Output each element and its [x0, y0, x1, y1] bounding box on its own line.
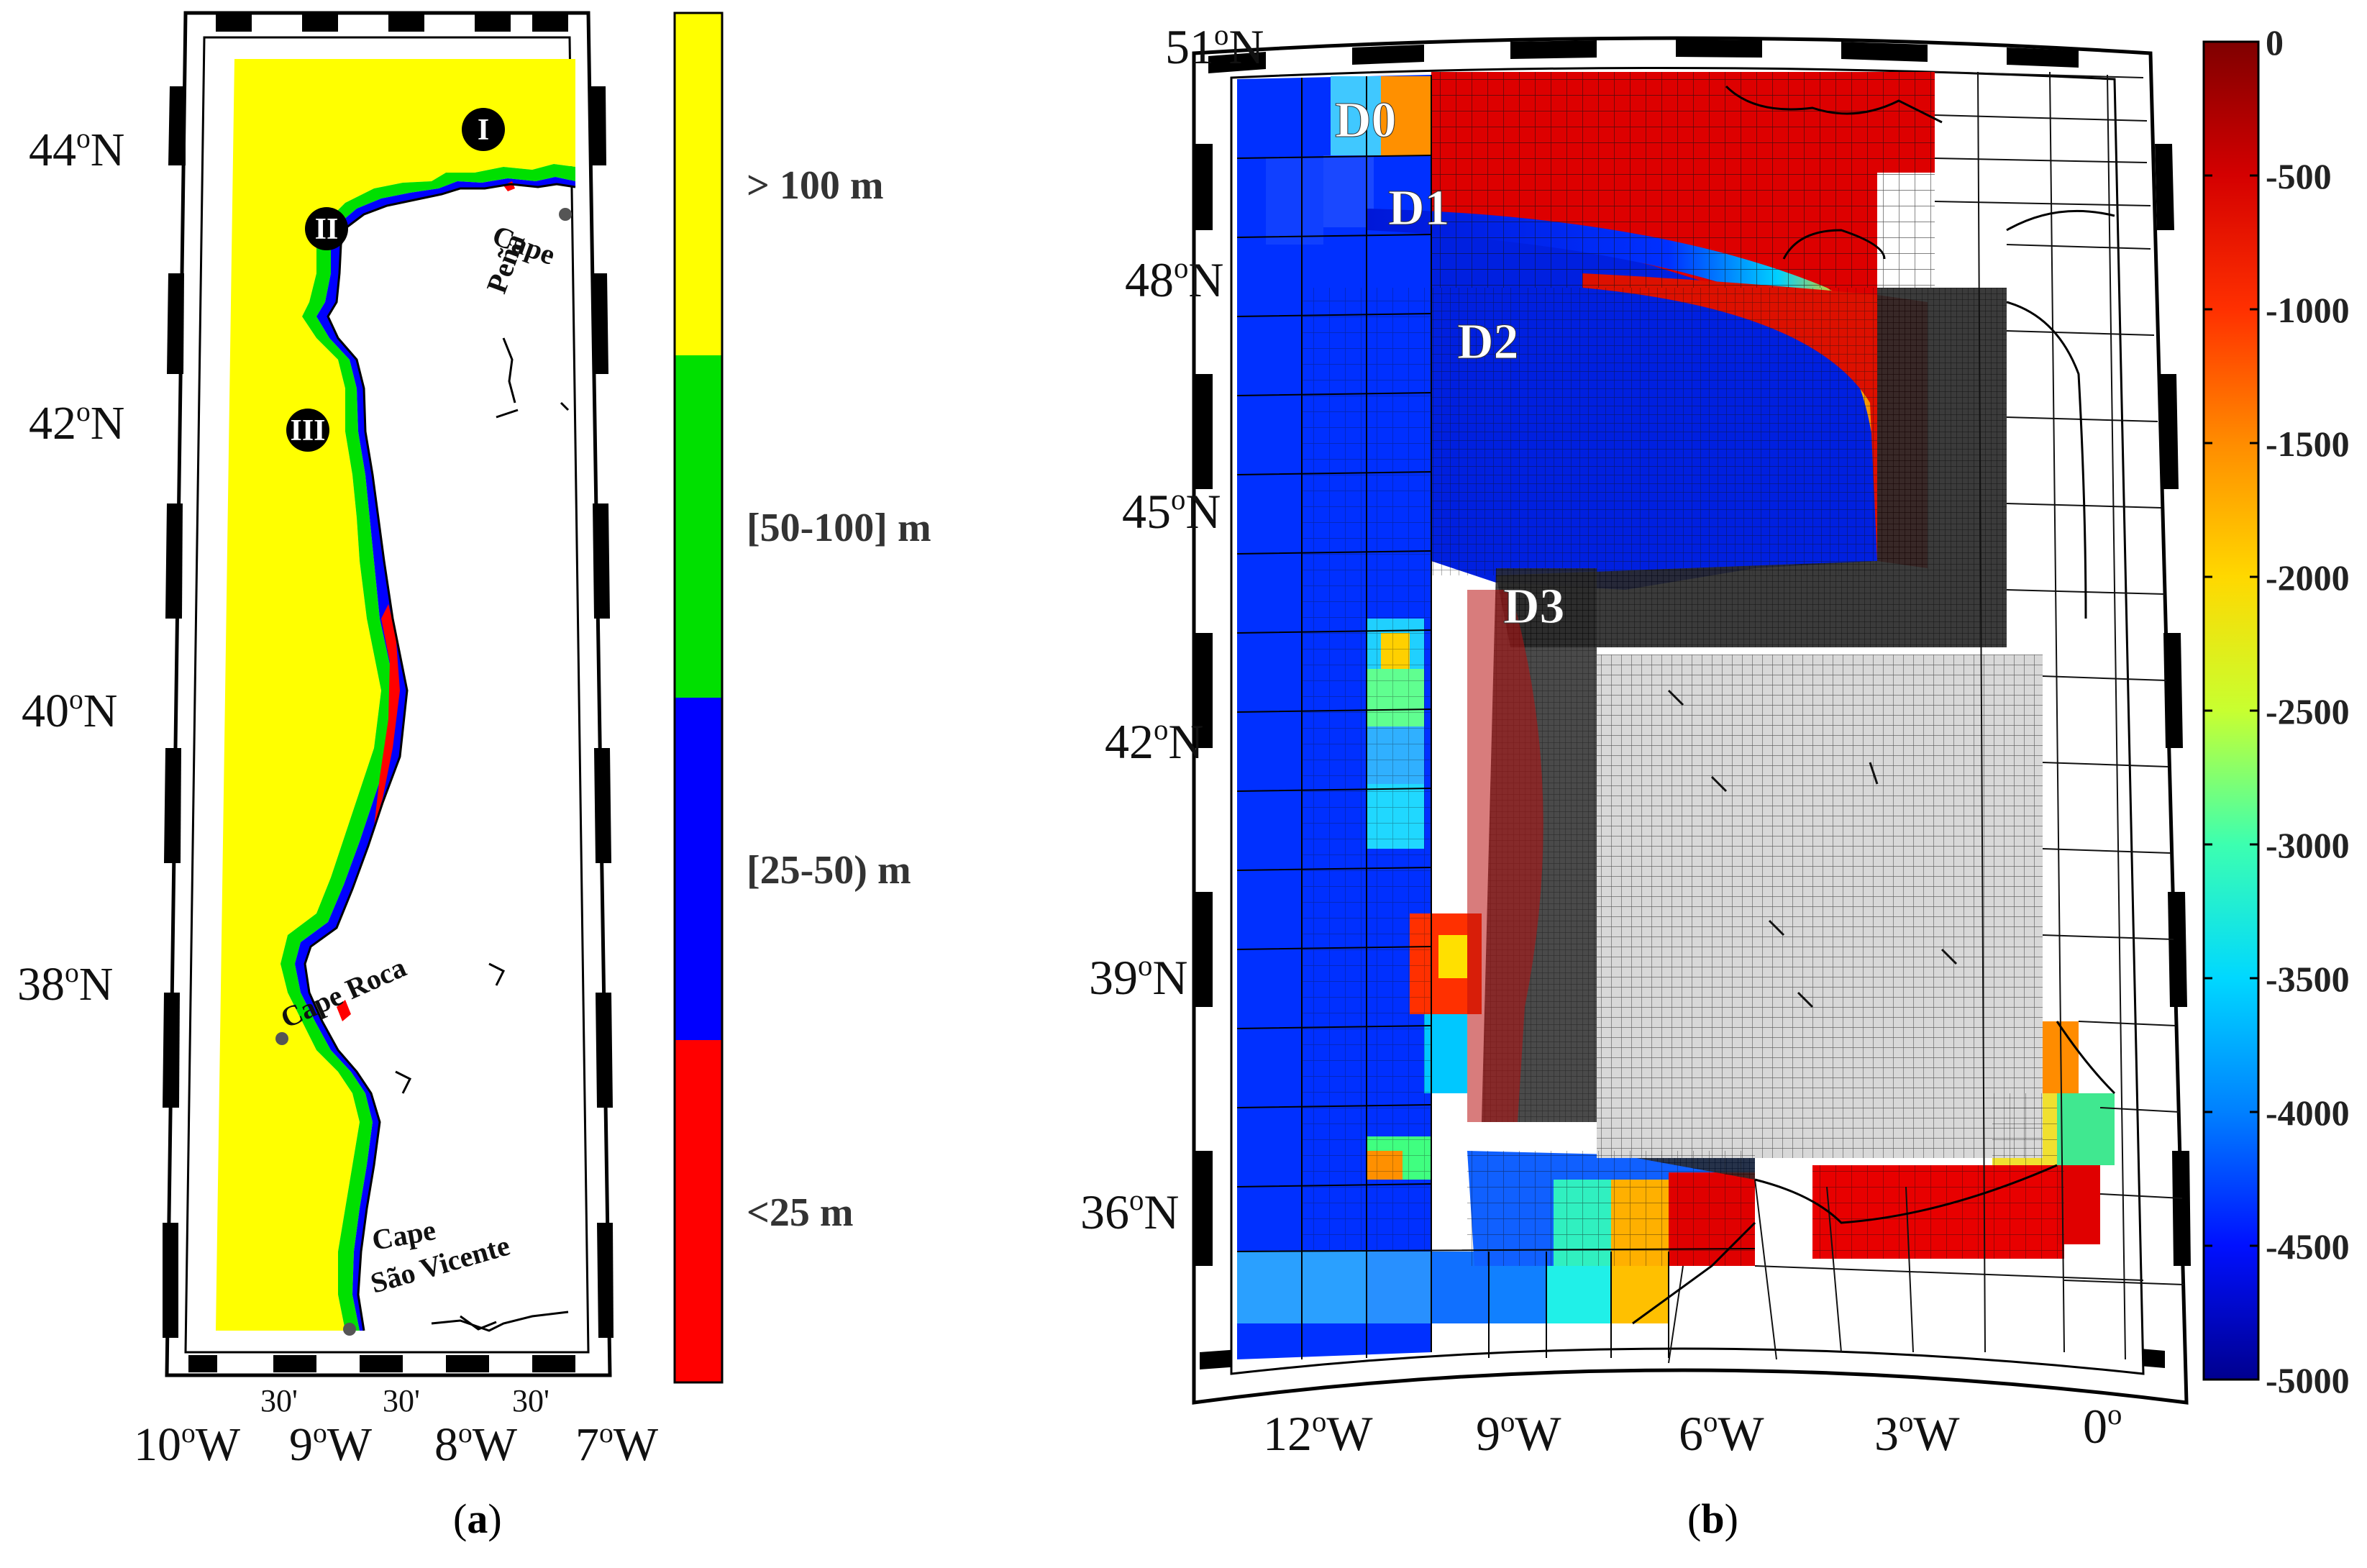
domain-labels: D0 D1 D2 D3 [1335, 93, 1566, 635]
domain-label-d2: D2 [1457, 314, 1519, 370]
coastline-b [1632, 85, 2116, 1325]
domain-d3-west-strip [1482, 568, 1755, 1180]
legend-label-2: [25-50) m [747, 848, 911, 893]
caption-b: (b) [1687, 1495, 1738, 1542]
colorbar-tick-label-8: -4000 [2266, 1093, 2350, 1133]
lon-minute-label-a-1: 30' [260, 1383, 298, 1418]
caption-a: (a) [453, 1495, 502, 1542]
site-marker-I: I [462, 108, 505, 151]
zone-25-50m [295, 177, 575, 1331]
lon-label-b-2: 6oW [1679, 1405, 1764, 1461]
lat-label-a-0: 44oN [29, 122, 124, 176]
legend-label-1: [50-100] m [747, 506, 931, 550]
lon-label-b-1: 9oW [1476, 1405, 1561, 1461]
colorbar-ticks: 0 -500 -1000 -1500 -2000 -2500 -3000 -3500 -4000… [2204, 22, 2350, 1400]
legend-swatch-2 [675, 698, 722, 1040]
site-marker-label: III [290, 414, 325, 447]
domain-d3-inland-grid [1597, 655, 2043, 1158]
depth-class-legend: > 100 m [50-100] m [25-50) m <25 m [673, 12, 931, 1384]
lon-label-b-3: 3oW [1874, 1405, 1960, 1461]
coastline-a [304, 183, 576, 1331]
site-marker-III: III [286, 409, 329, 452]
site-marker-II: II [305, 207, 348, 250]
lat-label-a-2: 40oN [22, 683, 117, 737]
zone-over-100m [216, 59, 575, 1331]
colorbar-tick-label-10: -5000 [2266, 1360, 2350, 1400]
lat-label-b-2: 45oN [1122, 483, 1221, 539]
colorbar-tick-label-1: -500 [2266, 156, 2332, 196]
lon-label-a-4: 8oW [434, 1417, 518, 1471]
map-b-longitude-labels: 12oW 9oW 6oW 3oW 0o [1263, 1398, 2122, 1461]
site-marker-label: II [315, 213, 339, 246]
lon-label-b-4: 0o [2083, 1398, 2122, 1454]
zone-under-25m [374, 604, 400, 827]
lon-minute-label-a-3: 30' [383, 1383, 420, 1418]
lat-label-a-1: 42oN [29, 396, 124, 450]
legend-swatch-3 [675, 1040, 722, 1382]
land-details-a [395, 337, 570, 1332]
colorbar-tick-label-6: -3000 [2266, 825, 2350, 865]
legend-label-3: <25 m [747, 1190, 854, 1235]
domain-label-d0: D0 [1335, 93, 1397, 148]
lon-label-b-0: 12oW [1263, 1405, 1373, 1461]
lat-label-a-3: 38oN [17, 957, 113, 1011]
lon-minute-label-a-5: 30' [512, 1383, 549, 1418]
lat-label-b-5: 36oN [1080, 1184, 1180, 1239]
colorbar-tick-label-5: -2500 [2266, 691, 2350, 731]
lon-label-a-0: 10oW [134, 1417, 241, 1471]
map-a-frame-ticks [163, 14, 614, 1372]
cape-roca-point [275, 1032, 288, 1045]
legend-label-0: > 100 m [747, 163, 884, 208]
land-grid-east [1668, 71, 2184, 1364]
legend-swatch-1 [675, 355, 722, 698]
domain-label-d3: D3 [1503, 579, 1565, 634]
domain-d3-north-strip [1496, 288, 2007, 647]
zone-50-100m [281, 164, 575, 1331]
map-a-latitude-labels: 44oN 42oN 40oN 38oN [17, 122, 124, 1011]
colorbar-tick-label-3: -1500 [2266, 424, 2350, 464]
domain-label-d1: D1 [1388, 181, 1450, 236]
colorbar-tick-label-4: -2000 [2266, 557, 2350, 598]
lat-label-b-3: 42oN [1105, 714, 1204, 769]
cape-pena-point [559, 208, 572, 221]
lon-label-a-6: 7oW [575, 1417, 659, 1471]
panel-b-map: D0 D1 D2 D3 51oN 48oN 45oN 42oN 39oN 36oN 12oW 9o… [1080, 19, 2191, 1461]
site-marker-label: I [478, 114, 489, 147]
map-b-latitude-labels: 51oN 48oN 45oN 42oN 39oN 36oN [1080, 19, 1264, 1239]
cape-sao-vicente-point [343, 1323, 356, 1336]
lat-label-b-1: 48oN [1125, 252, 1224, 307]
colorbar-tick-label-2: -1000 [2266, 290, 2350, 330]
colorbar-tick-label-7: -3500 [2266, 959, 2350, 999]
bathymetry-colorbar: 0 -500 -1000 -1500 -2000 -2500 -3000 -3500 -4000… [2202, 22, 2350, 1400]
lat-label-b-0: 51oN [1165, 19, 1264, 74]
colorbar-tick-label-9: -4500 [2266, 1226, 2350, 1267]
legend-swatch-0 [675, 13, 722, 355]
map-b-frame-ticks [1195, 40, 2191, 1369]
lon-label-a-2: 9oW [289, 1417, 373, 1471]
colorbar-tick-label-0: 0 [2266, 22, 2284, 63]
lat-label-b-4: 39oN [1089, 949, 1188, 1005]
rivers-b [1667, 689, 1958, 1008]
